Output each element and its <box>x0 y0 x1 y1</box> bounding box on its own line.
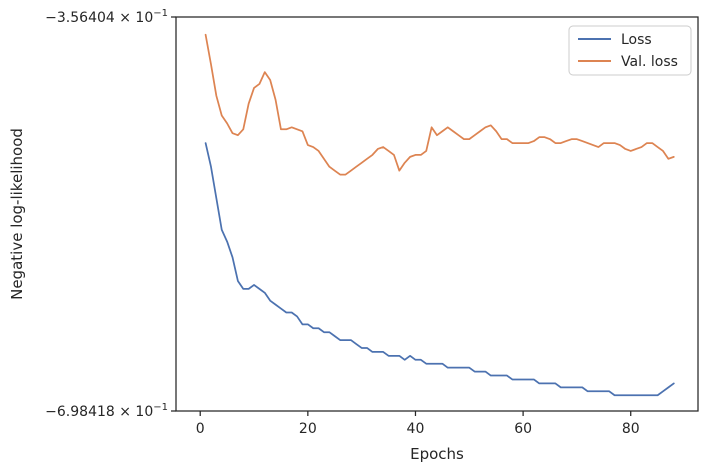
x-tick-label: 0 <box>196 421 205 437</box>
y-tick-label: −6.98418 × 10−1 <box>45 402 168 420</box>
plot-background <box>176 17 698 411</box>
x-tick-label: 40 <box>407 421 425 437</box>
series-line-loss <box>204 142 675 397</box>
legend: Loss Val. loss <box>568 25 692 76</box>
x-tick-label: 80 <box>622 421 640 437</box>
y-axis-label: Negative log-likelihood <box>8 128 26 300</box>
y-axis: −3.56404 × 10−1 −6.98418 × 10−1 <box>45 8 176 420</box>
x-axis: 0 20 40 60 80 <box>196 411 640 437</box>
x-tick-label: 20 <box>299 421 317 437</box>
y-tick-label: −3.56404 × 10−1 <box>45 8 168 26</box>
legend-label-val-loss: Val. loss <box>621 54 678 70</box>
x-axis-label: Epochs <box>410 445 464 463</box>
legend-label-loss: Loss <box>621 32 652 48</box>
x-tick-label: 60 <box>514 421 532 437</box>
plot-frame <box>175 16 699 412</box>
series-line-val-loss <box>204 33 675 176</box>
data-lines <box>204 33 675 397</box>
plot-area <box>176 17 698 411</box>
